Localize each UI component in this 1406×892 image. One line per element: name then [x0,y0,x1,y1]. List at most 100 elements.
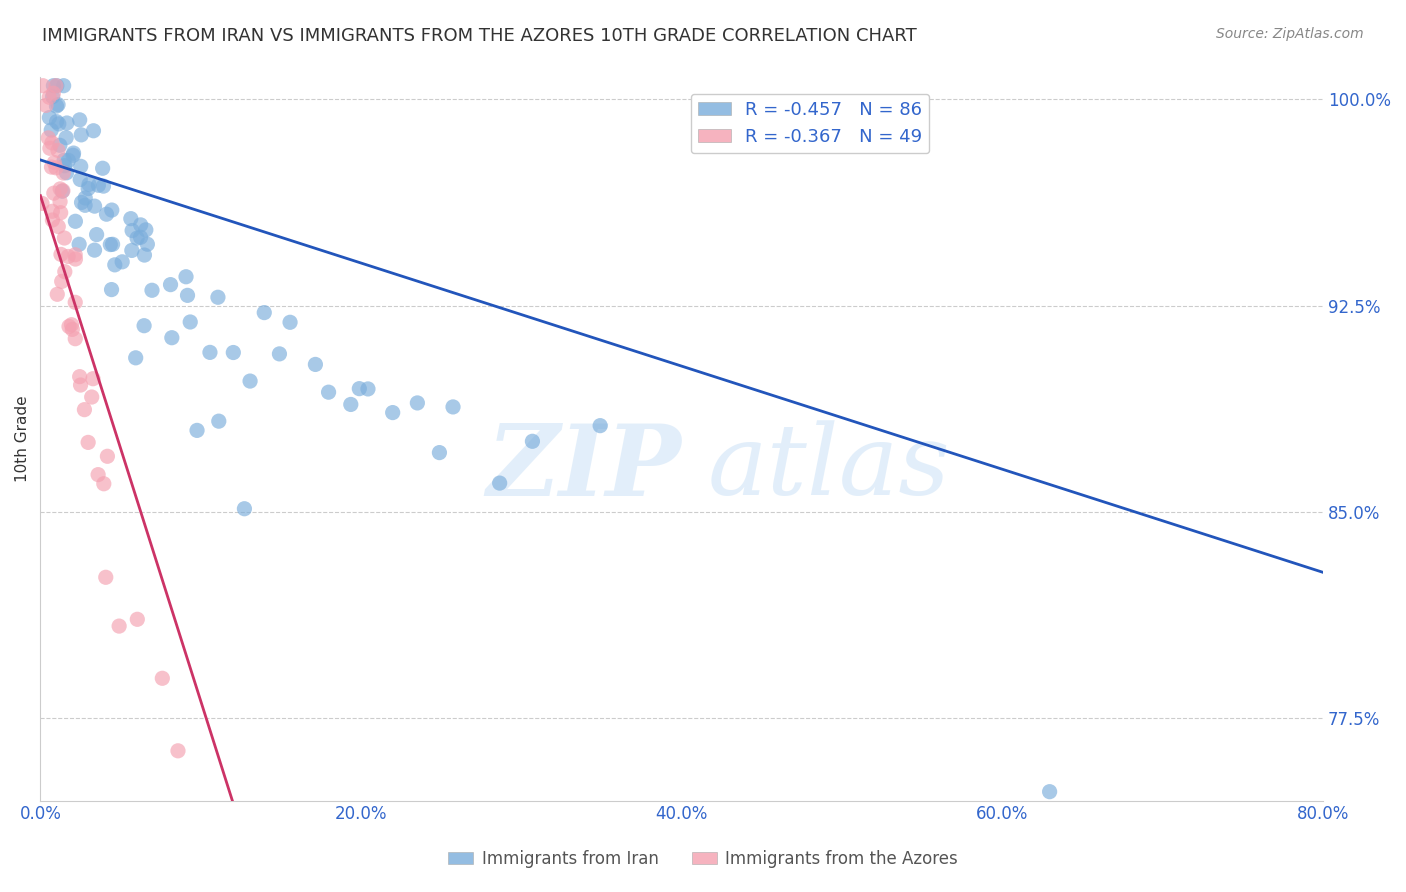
Point [56,116,79,130]
Point [42,78,65,93]
Point [65,332,87,346]
Point [101,203,124,218]
Point [77,435,100,450]
Point [93,476,115,491]
Point [160,331,183,345]
Point [186,424,208,438]
Point [129,218,152,232]
Point [41,213,63,227]
Legend: Immigrants from Iran, Immigrants from the Azores: Immigrants from Iran, Immigrants from th… [441,844,965,875]
Point [104,258,127,272]
Point [80,390,103,404]
Point [56,250,79,264]
Point [69,172,91,186]
Point [62,148,84,162]
Point [120,211,142,226]
Point [48,117,70,131]
Point [278,315,301,329]
Point [51,184,73,198]
Point [52,166,75,180]
Point [127,231,149,245]
Point [357,382,380,396]
Point [45,78,67,93]
Point [96,450,118,464]
Point [46,219,69,234]
Point [58,153,80,168]
Point [174,269,197,284]
Point [150,671,173,685]
Point [52,184,75,198]
Point [132,318,155,333]
Point [135,223,157,237]
Point [406,396,429,410]
Point [93,179,115,194]
Point [127,612,149,626]
Point [70,195,93,210]
Point [77,181,100,195]
Point [86,227,108,242]
Text: IMMIGRANTS FROM IRAN VS IMMIGRANTS FROM THE AZORES 10TH GRADE CORRELATION CHART: IMMIGRANTS FROM IRAN VS IMMIGRANTS FROM … [42,27,917,45]
Point [125,351,148,365]
Point [441,400,464,414]
Point [53,153,76,168]
Point [70,128,93,142]
Text: atlas: atlas [707,420,950,516]
Point [63,248,86,262]
Point [45,78,67,93]
Point [100,283,122,297]
Point [65,252,87,266]
Point [35,98,58,112]
Point [49,205,72,219]
Point [45,161,67,175]
Point [65,295,87,310]
Point [42,186,65,201]
Point [83,243,105,257]
Point [253,305,276,319]
Point [73,402,96,417]
Point [31,196,53,211]
Point [53,231,76,245]
Point [233,501,256,516]
Point [239,374,262,388]
Point [38,141,60,155]
Point [58,319,80,334]
Point [108,619,131,633]
Point [55,130,77,145]
Point [32,78,55,93]
Point [134,248,156,262]
Point [207,290,229,304]
Point [87,467,110,482]
Point [83,199,105,213]
Point [94,570,117,584]
Point [318,385,340,400]
Point [159,277,181,292]
Point [129,230,152,244]
Point [75,198,97,212]
Point [39,123,62,137]
Point [77,178,100,192]
Point [67,237,90,252]
Point [51,274,73,288]
Point [91,161,114,176]
Point [222,345,245,359]
Legend: R = -0.457   N = 86, R = -0.367   N = 49: R = -0.457 N = 86, R = -0.367 N = 49 [690,94,929,153]
Point [98,237,121,252]
Point [304,358,326,372]
Point [49,194,72,209]
Point [53,265,76,279]
Point [69,112,91,127]
Text: Source: ZipAtlas.com: Source: ZipAtlas.com [1216,27,1364,41]
Point [176,288,198,302]
Point [69,159,91,173]
Point [179,315,201,329]
Text: ZIP: ZIP [486,420,682,516]
Point [101,237,124,252]
Point [60,318,83,332]
Point [82,124,104,138]
Point [69,369,91,384]
Point [381,406,404,420]
Point [340,397,363,411]
Point [65,214,87,228]
Point [41,160,63,174]
Point [60,322,83,336]
